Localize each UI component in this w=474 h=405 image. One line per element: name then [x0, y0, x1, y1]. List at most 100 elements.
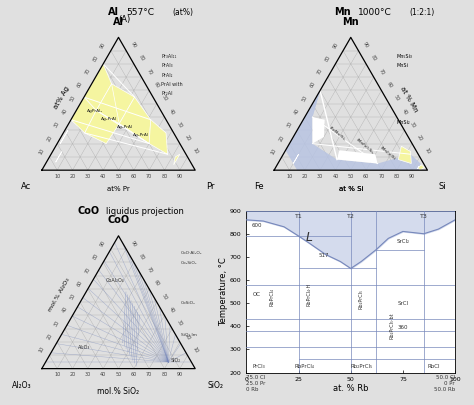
Text: Rb₂PrCl₅: Rb₂PrCl₅ [359, 289, 364, 309]
Text: Ag₃PrAl: Ag₃PrAl [134, 133, 150, 136]
Text: 50: 50 [69, 293, 76, 301]
Text: Ac: Ac [21, 182, 32, 192]
Text: 50: 50 [347, 174, 354, 179]
Text: 20: 20 [69, 174, 76, 179]
Text: 70: 70 [84, 266, 91, 274]
Polygon shape [173, 154, 180, 165]
Polygon shape [149, 120, 168, 154]
Text: 30: 30 [85, 174, 91, 179]
Text: CoO: CoO [108, 215, 129, 225]
Text: at% Ag: at% Ag [53, 85, 71, 110]
Text: 10: 10 [54, 373, 60, 377]
Text: at % Mn: at % Mn [399, 85, 419, 113]
Text: 20: 20 [301, 174, 308, 179]
Text: 30: 30 [286, 121, 293, 129]
Text: 20: 20 [278, 134, 285, 142]
Text: MnSi: MnSi [397, 64, 409, 68]
Text: 75.0 Cl: 75.0 Cl [246, 375, 266, 379]
Polygon shape [312, 117, 325, 144]
Text: 80: 80 [137, 253, 145, 261]
Text: 70: 70 [146, 373, 152, 377]
Text: 30: 30 [54, 319, 61, 327]
Text: Mn: Mn [342, 17, 359, 27]
Text: OC: OC [253, 292, 261, 297]
Text: 40: 40 [332, 174, 338, 179]
Text: 90: 90 [177, 174, 183, 179]
Text: 50.0 Rb: 50.0 Rb [434, 387, 455, 392]
Text: 90: 90 [409, 174, 415, 179]
Text: (FeMn)Si₂: (FeMn)Si₂ [328, 126, 346, 142]
Text: RbPrCl₄·H: RbPrCl₄·H [307, 283, 311, 307]
Text: 40: 40 [61, 306, 69, 314]
Polygon shape [85, 111, 119, 144]
Polygon shape [84, 64, 111, 111]
Text: 90: 90 [100, 41, 107, 49]
Text: AgPrAl₂: AgPrAl₂ [87, 109, 103, 113]
Text: 10: 10 [191, 147, 199, 156]
Text: 90: 90 [130, 41, 137, 49]
Text: 80: 80 [393, 174, 400, 179]
Text: 70: 70 [378, 68, 385, 76]
Text: 80: 80 [92, 55, 100, 62]
Text: 50.0 Cl: 50.0 Cl [436, 375, 455, 379]
Text: PrCl₃: PrCl₃ [253, 364, 265, 369]
Text: RbCl: RbCl [428, 364, 440, 369]
Text: 20: 20 [184, 134, 191, 142]
Text: 90: 90 [130, 240, 137, 247]
Text: at% Pr: at% Pr [107, 185, 130, 192]
Text: 10: 10 [286, 174, 292, 179]
Text: 50: 50 [115, 174, 122, 179]
Text: SrCl₂: SrCl₂ [396, 239, 410, 244]
Text: 50: 50 [115, 373, 122, 377]
Text: (MnFe)Si: (MnFe)Si [379, 145, 396, 160]
Text: 50: 50 [161, 94, 168, 102]
Text: 90: 90 [100, 240, 107, 247]
Text: Pr₂Al: Pr₂Al [162, 91, 173, 96]
Text: SiO₂ lm: SiO₂ lm [181, 333, 197, 337]
Text: 40: 40 [401, 108, 408, 115]
Text: 600: 600 [252, 223, 262, 228]
Text: 80: 80 [92, 253, 100, 261]
Text: Mn₅Si₃: Mn₅Si₃ [397, 54, 413, 59]
Text: Al₂O₃: Al₂O₃ [78, 345, 90, 350]
Text: Al: Al [108, 7, 118, 17]
Text: CoO·Al₂O₃: CoO·Al₂O₃ [181, 251, 202, 255]
Polygon shape [418, 165, 424, 170]
Text: T3: T3 [420, 213, 428, 219]
Text: 517: 517 [319, 253, 329, 258]
Text: PrAl₃: PrAl₃ [162, 64, 173, 68]
Text: 40: 40 [168, 108, 176, 115]
Text: mol.% SiO₂: mol.% SiO₂ [98, 387, 139, 396]
Text: 0 Pr: 0 Pr [445, 381, 455, 386]
Text: L: L [306, 231, 312, 244]
Text: 90: 90 [177, 373, 183, 377]
Text: MnSi₂: MnSi₂ [397, 120, 410, 125]
Text: 360: 360 [398, 325, 408, 330]
Text: SiO₂: SiO₂ [207, 381, 223, 390]
Text: 60: 60 [76, 279, 84, 288]
Text: 70: 70 [378, 174, 384, 179]
Text: T2: T2 [347, 213, 355, 219]
Text: 50: 50 [161, 293, 168, 301]
Text: 30: 30 [85, 373, 91, 377]
Text: 30: 30 [408, 121, 416, 129]
Text: 10: 10 [191, 346, 199, 354]
Text: 10: 10 [424, 147, 431, 156]
Text: 30: 30 [54, 121, 61, 129]
Polygon shape [337, 150, 378, 164]
Text: 20: 20 [416, 134, 423, 142]
Text: Co₂SiO₄: Co₂SiO₄ [181, 261, 198, 265]
Text: at % Si: at % Si [338, 185, 363, 192]
Text: 90: 90 [362, 41, 370, 49]
X-axis label: at. % Rb: at. % Rb [333, 384, 368, 393]
Text: 50: 50 [393, 94, 401, 102]
Text: 25.0 Pr: 25.0 Pr [246, 381, 266, 386]
Text: 60: 60 [309, 81, 316, 89]
Text: Rb₂PrCl₅: Rb₂PrCl₅ [350, 364, 372, 369]
Text: 557°C: 557°C [126, 9, 154, 17]
Text: Si: Si [439, 182, 447, 192]
Text: RbPrCl₄: RbPrCl₄ [295, 364, 315, 369]
Polygon shape [55, 151, 62, 162]
Text: at % Si: at % Si [338, 185, 363, 192]
Polygon shape [398, 146, 411, 164]
